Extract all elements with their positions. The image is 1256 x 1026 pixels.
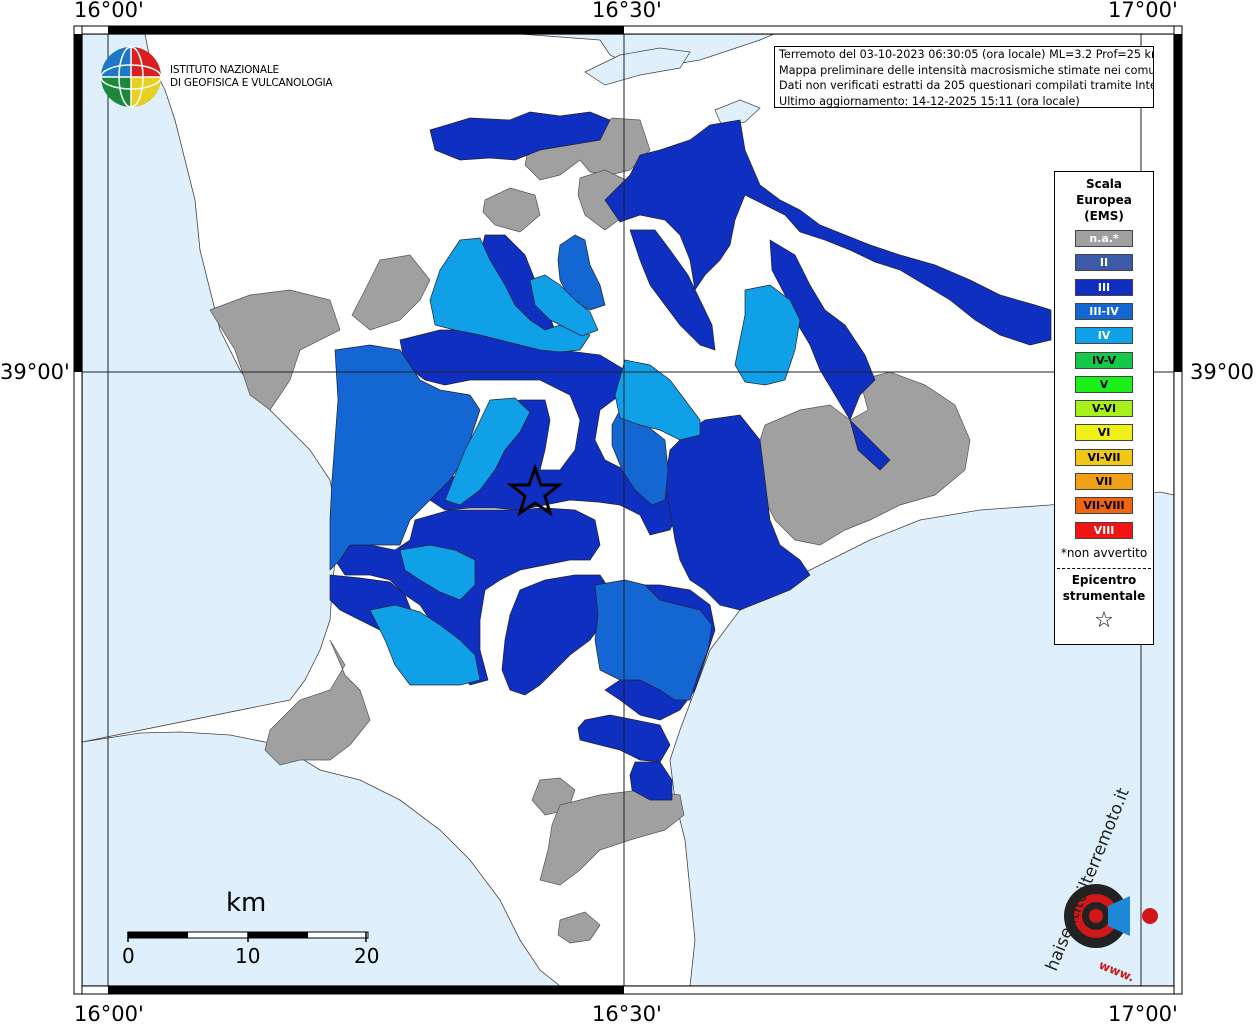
legend-swatch: III-IV (1075, 302, 1133, 320)
frame-bar-right (1173, 25, 1183, 995)
frame-bar-left (73, 25, 83, 995)
scale-bar (127, 931, 369, 942)
legend-swatch: VII (1075, 473, 1133, 490)
legend-separator (1057, 568, 1151, 569)
scale-unit: km (226, 888, 267, 918)
region-group-na (209, 117, 971, 944)
legend-swatch: II (1075, 254, 1133, 272)
haisentito-logo (1064, 884, 1158, 948)
scale-label-20: 20 (354, 944, 380, 968)
legend-swatch: VI-VII (1075, 448, 1133, 466)
lon-label-top-mid: 16°30' (592, 0, 662, 22)
frame-bar-left-black (74, 34, 82, 372)
lon-label-top-right: 17°00' (1108, 0, 1178, 22)
legend-title-3: (EMS) (1084, 209, 1124, 223)
lon-label-bottom-left: 16°00' (74, 1002, 144, 1026)
institute-line-1: ISTITUTO NAZIONALE (170, 64, 279, 76)
legend-swatch: IV (1075, 327, 1133, 345)
ingv-globe-logo (100, 46, 162, 108)
ingv-institute-name: ISTITUTO NAZIONALE DI GEOFISICA E VULCAN… (170, 64, 333, 90)
earthquake-info-box: Terremoto del 03-10-2023 06:30:05 (ora l… (774, 46, 1154, 108)
ems-legend: Scala Europea (EMS) n.a.* II III III-IV IV IV… (1054, 171, 1154, 645)
lon-label-top-left: 16°00' (74, 0, 144, 22)
legend-swatch: VI (1075, 424, 1133, 442)
frame-bar-bottom-black (108, 986, 624, 994)
frame-bar-right-black (1174, 34, 1182, 372)
legend-swatch: V-VI (1075, 400, 1133, 418)
scale-label-0: 0 (122, 944, 135, 968)
haisentito-www: www. (1097, 958, 1137, 985)
legend-title-1: Scala (1085, 177, 1123, 191)
legend-swatch: III (1075, 278, 1133, 296)
frame-bar-top-black (108, 26, 624, 34)
epicenter-star-icon (506, 463, 564, 517)
legend-swatch: IV-V (1075, 351, 1133, 369)
legend-epicenter-1: Epicentro (1071, 573, 1137, 587)
legend-swatch: VIII (1075, 521, 1133, 539)
legend-swatch: n.a.* (1075, 230, 1133, 247)
scale-label-10: 10 (235, 944, 261, 968)
institute-line-2: DI GEOFISICA E VULCANOLOGIA (170, 77, 333, 89)
lon-label-bottom-mid: 16°30' (592, 1002, 662, 1026)
info-line-3: Dati non verificati estratti da 205 ques… (779, 79, 1154, 92)
legend-swatch: V (1075, 375, 1133, 393)
lat-label-right: 39°00' (1190, 360, 1256, 384)
lon-label-bottom-right: 17°00' (1108, 1002, 1178, 1026)
legend-note: *non avvertito (1060, 546, 1148, 560)
info-line-2: Mappa preliminare delle intensità macros… (779, 63, 1154, 77)
legend-epicenter-2: strumentale (1062, 589, 1146, 603)
lat-label-left: 39°00' (0, 360, 70, 384)
region-group-iv (369, 237, 801, 686)
info-line-1: Terremoto del 03-10-2023 06:30:05 (ora l… (779, 48, 1154, 61)
lake-north (584, 47, 691, 86)
info-line-4: Ultimo aggiornamento: 14-12-2025 15:11 (… (779, 94, 1080, 108)
legend-swatch: VII-VIII (1075, 497, 1133, 515)
legend-star-icon: ☆ (1094, 608, 1114, 633)
legend-title-2: Europea (1076, 193, 1132, 207)
haisentito-text: haisentitoilterremoto.it (1042, 785, 1134, 974)
region-group-iii-iv (329, 234, 713, 701)
